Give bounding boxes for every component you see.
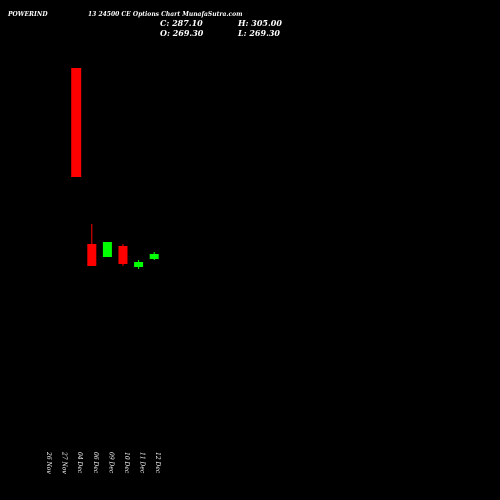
x-tick-label: 10 Dec	[123, 452, 130, 474]
candle-body-3	[102, 242, 112, 257]
candle-body-2	[87, 244, 97, 266]
open-value: O: 269.30	[160, 28, 204, 38]
low-value: L: 269.30	[237, 28, 280, 38]
x-tick-label: 04 Dec	[76, 452, 83, 474]
candle-body-6	[149, 254, 159, 259]
candle-body-5	[134, 262, 144, 267]
chart-title: 13 24500 CE Options Chart MunafaSutra.co…	[88, 11, 243, 18]
x-tick-label: 09 Dec	[107, 452, 114, 474]
plot-area	[71, 68, 159, 269]
x-axis: 26 Nov 27 Nov 04 Dec 06 Dec 09 Dec 10 Dec 11 D…	[45, 451, 161, 474]
close-value: C: 287.10	[160, 18, 203, 28]
x-tick-label: 27 Nov	[61, 451, 68, 474]
x-tick-label: 12 Dec	[154, 452, 161, 474]
x-tick-label: 06 Dec	[92, 452, 99, 474]
candle-body-4	[118, 246, 128, 264]
x-tick-label: 26 Nov	[45, 451, 52, 474]
x-tick-label: 11 Dec	[139, 452, 146, 474]
high-value: H: 305.00	[237, 18, 282, 28]
candle-body-1	[71, 68, 82, 177]
symbol-label: POWERIND	[7, 11, 48, 18]
